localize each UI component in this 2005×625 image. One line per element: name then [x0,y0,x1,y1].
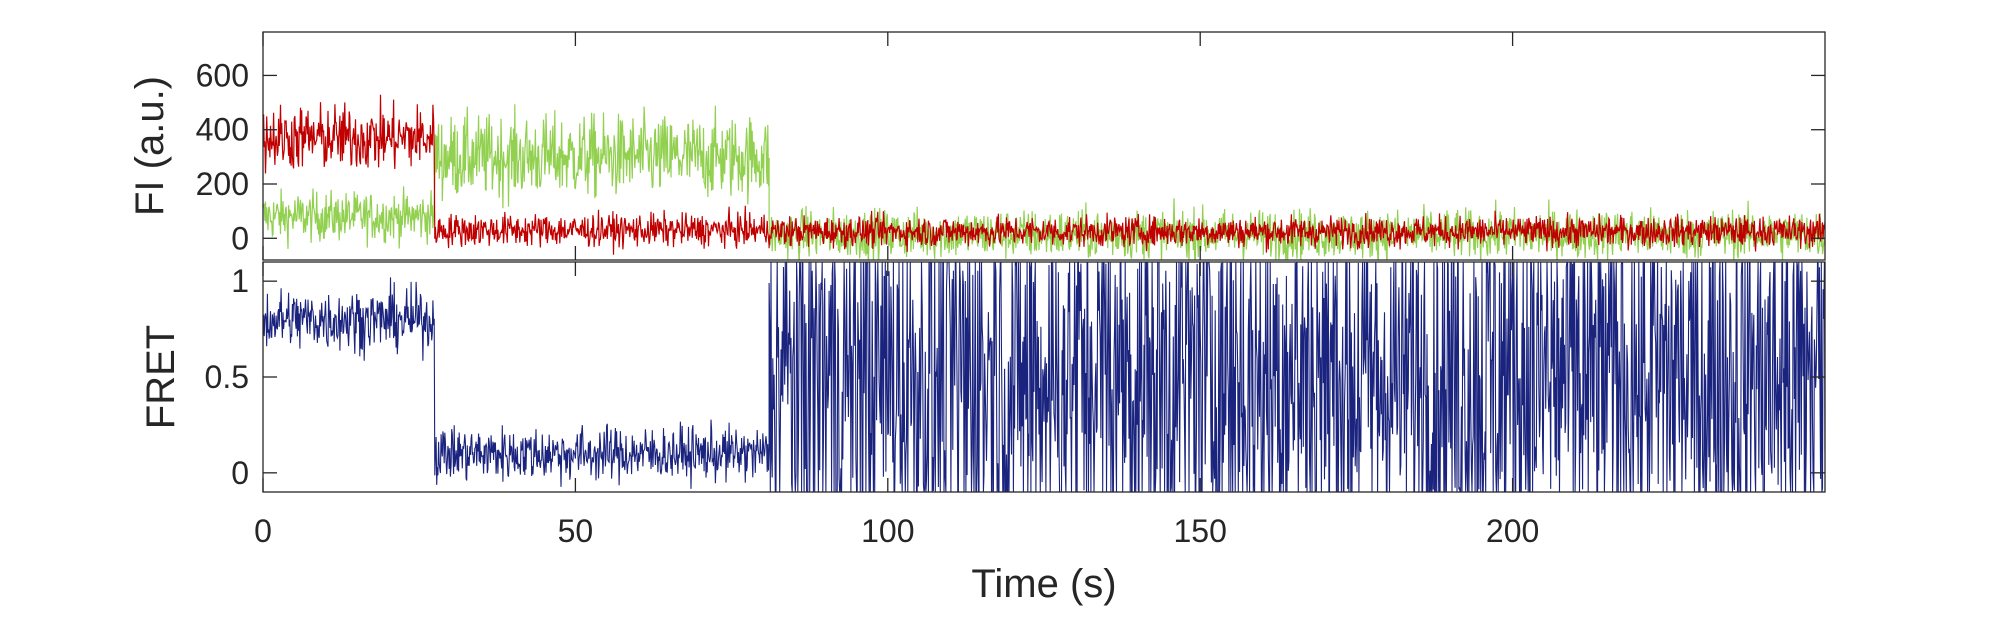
fret-plot-area [263,262,1825,492]
intensity-plot-area [263,94,1825,260]
x-tick-label: 200 [1486,513,1539,549]
fret-trace [263,262,1825,492]
fret-y-ticks: 00.51 [205,263,1825,491]
y-tick-label: 0.5 [205,359,249,395]
x-tick-label: 150 [1174,513,1227,549]
y-tick-label: 600 [196,57,249,93]
intensity-axes-box [262,31,1826,261]
time-x-axis-label: Time (s) [971,562,1116,606]
y-tick-label: 0 [231,220,249,256]
y-tick-label: 200 [196,166,249,202]
x-tick-label: 50 [558,513,594,549]
x-tick-label: 0 [254,513,272,549]
intensity-panel: 0 200 400 600 FI (a.u.) [128,31,1826,261]
donor-trace [263,104,1825,260]
fret-y-axis-label: FRET [139,325,183,429]
y-tick-label: 400 [196,112,249,148]
intensity-y-axis-label: FI (a.u.) [128,76,172,216]
y-tick-label: 0 [231,455,249,491]
x-tick-label: 100 [861,513,914,549]
fret-panel: 00.51 0 50 100 150 200 FRET Time (s) [139,32,1826,606]
time-x-ticks: 0 50 100 150 200 [254,32,1539,549]
acceptor-trace [263,94,1825,255]
intensity-y-ticks: 0 200 400 600 [196,57,1825,256]
y-tick-label: 1 [231,263,249,299]
